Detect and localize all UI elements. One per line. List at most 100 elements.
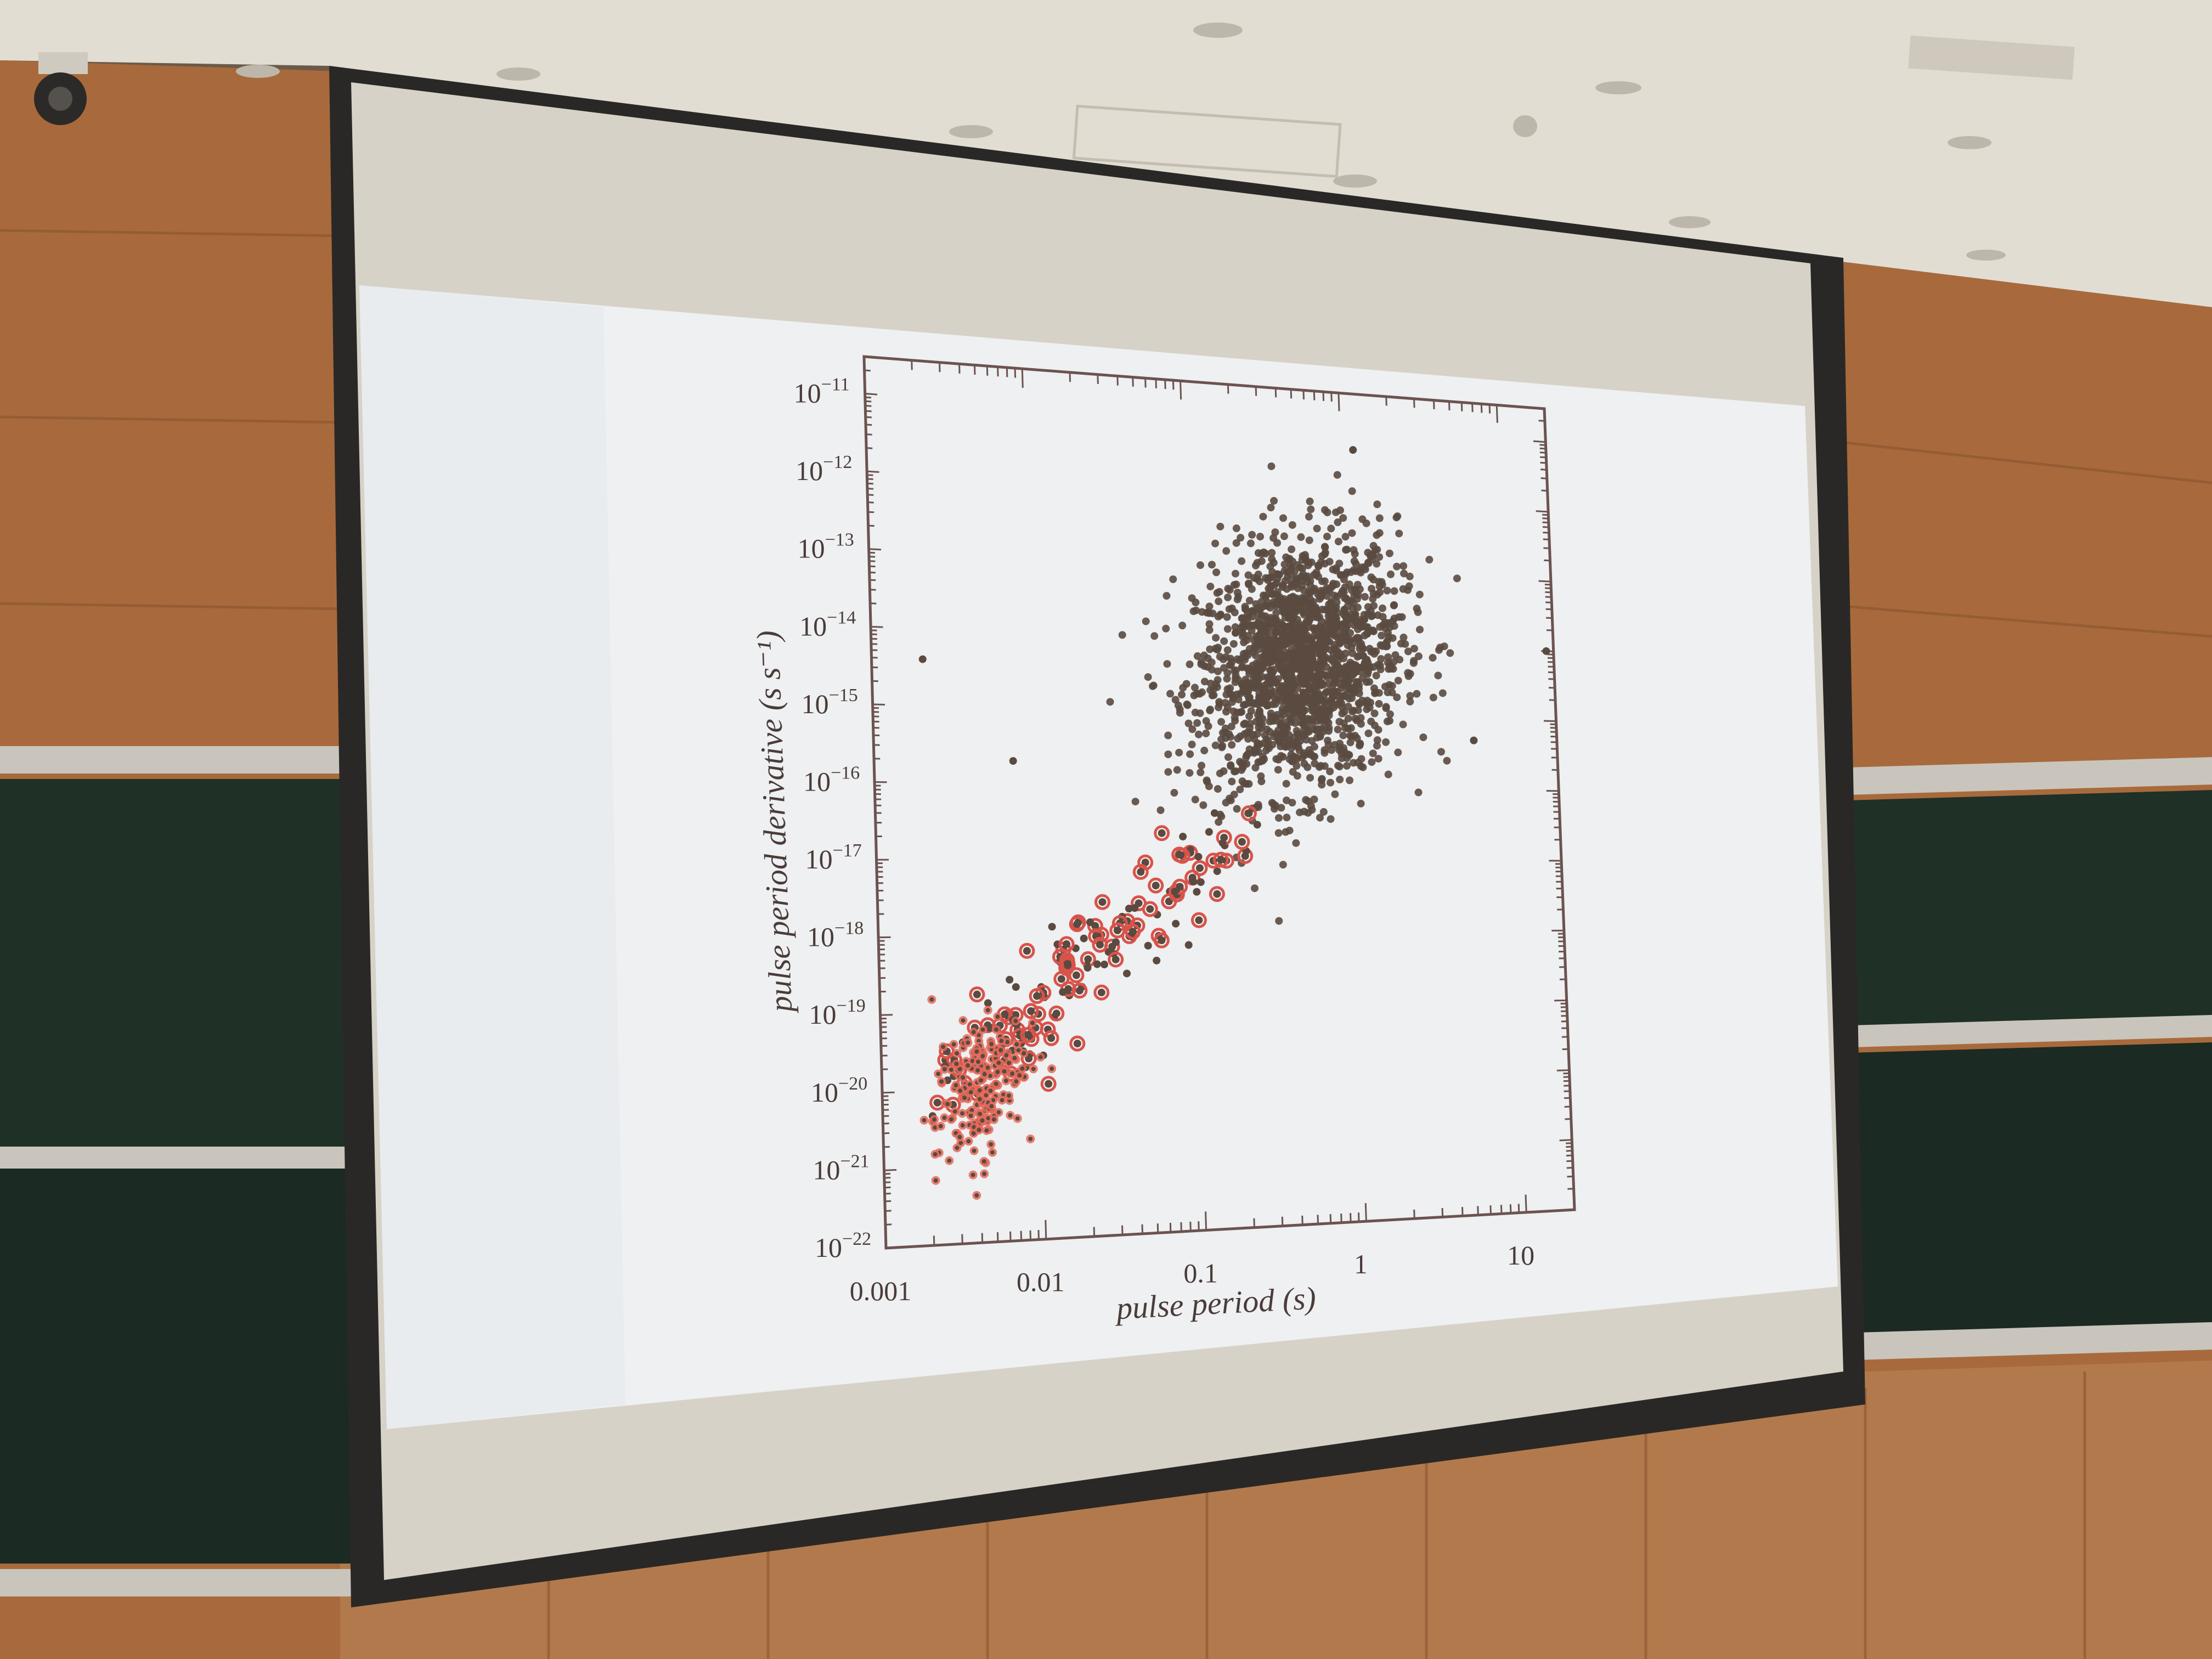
data-point-normal xyxy=(1345,677,1353,685)
data-point-normal xyxy=(1086,918,1094,927)
data-point-normal xyxy=(1390,587,1398,595)
x-tick xyxy=(1573,1200,1576,1210)
data-point-normal xyxy=(1206,645,1214,653)
data-point-normal xyxy=(1020,1066,1025,1071)
data-point-normal xyxy=(1245,694,1254,702)
chalkboard-rail-left-1 xyxy=(0,746,351,774)
data-point-normal xyxy=(1183,700,1191,708)
data-point-normal xyxy=(984,1128,989,1133)
data-point-outlier xyxy=(1349,446,1357,454)
data-point-normal xyxy=(1313,524,1321,533)
y-tick-label: 10−19 xyxy=(809,996,866,1030)
data-point-normal xyxy=(1307,802,1315,810)
data-point-normal xyxy=(1231,569,1239,578)
data-point-normal xyxy=(1400,633,1408,641)
data-point-normal xyxy=(1299,607,1307,615)
data-point-normal xyxy=(1321,560,1329,568)
data-point-normal xyxy=(945,1102,950,1107)
data-point-normal xyxy=(1316,591,1324,599)
data-point-normal xyxy=(1204,654,1212,662)
data-point-normal xyxy=(1239,701,1248,709)
data-point-normal xyxy=(1305,685,1313,693)
data-point-normal xyxy=(1228,698,1236,706)
data-point-normal xyxy=(1211,539,1220,548)
data-point-normal xyxy=(1093,960,1101,968)
x-tick-top xyxy=(1471,403,1474,413)
data-point-normal xyxy=(1414,652,1423,661)
y-tick xyxy=(884,1181,891,1183)
x-tick xyxy=(1329,1214,1332,1223)
data-point-normal xyxy=(1232,539,1240,547)
data-point-normal xyxy=(1162,624,1170,633)
data-point-normal xyxy=(978,1111,983,1116)
data-point-normal xyxy=(1233,589,1242,597)
chalkboard-left-upper xyxy=(0,779,351,1152)
data-point-normal xyxy=(1232,524,1240,533)
data-point-normal xyxy=(1141,859,1149,867)
data-point-normal xyxy=(1386,661,1394,669)
data-point-normal xyxy=(1348,529,1356,537)
data-point-normal xyxy=(1352,678,1361,686)
data-point-normal xyxy=(1272,618,1280,626)
data-point-normal xyxy=(996,1110,1001,1115)
x-tick xyxy=(1281,1216,1284,1226)
data-point-normal xyxy=(1325,712,1333,720)
data-point-normal xyxy=(996,1060,1001,1065)
data-point-normal xyxy=(1210,809,1218,817)
data-point-normal xyxy=(1364,559,1373,567)
y-tick-right xyxy=(1539,447,1546,450)
data-point-normal xyxy=(1293,577,1301,585)
data-point-normal xyxy=(1152,882,1160,890)
data-point-normal xyxy=(955,1051,960,1056)
data-point-normal xyxy=(1363,700,1372,708)
data-point-normal xyxy=(1296,623,1305,631)
data-point-normal xyxy=(1400,569,1408,578)
x-tick xyxy=(1413,1209,1415,1219)
data-point-normal xyxy=(1232,629,1240,637)
data-point-normal xyxy=(984,1093,989,1098)
data-point-normal xyxy=(1300,752,1308,760)
data-point-normal xyxy=(1357,720,1365,728)
data-point-binary xyxy=(1093,984,1110,1001)
data-point-normal xyxy=(938,1124,943,1128)
data-point-normal xyxy=(1348,487,1356,495)
x-tick xyxy=(1477,1206,1479,1215)
data-point-normal xyxy=(1350,546,1358,554)
data-point-normal xyxy=(922,1118,927,1122)
y-tick-right xyxy=(1542,517,1549,520)
data-point-binary xyxy=(1020,1051,1037,1067)
data-point-normal xyxy=(1226,794,1234,803)
data-point-normal xyxy=(1251,651,1260,659)
data-point-normal xyxy=(1100,960,1108,968)
data-point-normal xyxy=(1216,769,1224,777)
y-tick xyxy=(865,393,878,396)
x-tick-top xyxy=(1543,408,1546,418)
data-point-normal xyxy=(1300,732,1308,740)
data-point-normal xyxy=(1319,648,1328,656)
data-point-normal xyxy=(1005,1040,1010,1045)
data-point-binary xyxy=(1040,1021,1056,1037)
data-point-normal xyxy=(1381,682,1389,691)
data-point-normal xyxy=(1282,600,1290,608)
data-point-normal xyxy=(1223,675,1231,683)
data-point-normal xyxy=(1293,594,1301,602)
data-point-normal xyxy=(1010,1071,1015,1076)
data-point-normal xyxy=(1373,736,1381,744)
data-point-normal xyxy=(1429,653,1437,662)
x-tick-top xyxy=(1385,396,1387,406)
data-point-normal xyxy=(1305,618,1313,626)
data-point-binary xyxy=(1020,1026,1036,1043)
data-point-normal xyxy=(1389,617,1397,625)
data-point-normal xyxy=(1253,821,1261,829)
data-point-normal xyxy=(970,1059,975,1064)
data-point-normal xyxy=(1399,720,1407,729)
data-point-normal xyxy=(1253,672,1261,680)
data-point-normal xyxy=(1413,690,1421,698)
data-point-normal xyxy=(1358,515,1367,523)
data-point-normal xyxy=(961,1018,966,1023)
data-point-normal xyxy=(1214,676,1222,684)
data-point-normal xyxy=(1195,864,1204,872)
y-tick-label: 10−17 xyxy=(805,840,862,874)
data-point-binary xyxy=(1023,1003,1039,1019)
data-point-normal xyxy=(1373,500,1381,509)
